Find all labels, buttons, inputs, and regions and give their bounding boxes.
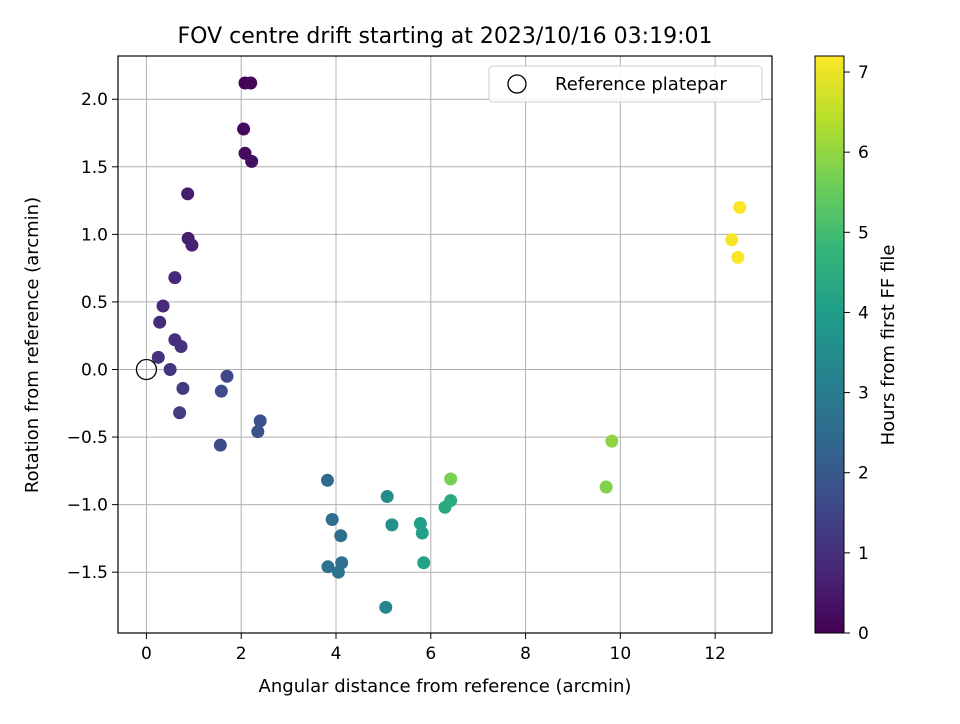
data-point	[321, 560, 335, 574]
legend-marker-open-circle	[507, 74, 527, 94]
data-point	[605, 434, 619, 448]
x-tick-label: 2	[236, 644, 247, 664]
legend-box	[488, 65, 763, 103]
x-tick-label: 10	[610, 644, 632, 664]
legend-label: Reference platepar	[555, 74, 727, 95]
colorbar-tick-label: 4	[858, 303, 869, 323]
data-point	[220, 369, 234, 383]
y-tick-label: −1.5	[67, 563, 108, 583]
colorbar-tick-label: 2	[858, 464, 869, 484]
y-tick-label: −0.5	[67, 428, 108, 448]
data-point	[725, 233, 739, 247]
y-tick-label: 0.5	[81, 293, 108, 313]
colorbar-gradient	[814, 55, 845, 634]
data-points	[151, 76, 747, 614]
data-point	[153, 315, 167, 329]
data-point	[181, 187, 195, 201]
data-point	[156, 299, 170, 313]
data-point	[733, 200, 747, 214]
x-tick-label: 0	[141, 644, 152, 664]
y-tick-label: 1.5	[81, 158, 108, 178]
data-point	[415, 526, 429, 540]
x-tick-label: 6	[425, 644, 436, 664]
data-point	[380, 490, 394, 504]
data-point	[379, 600, 393, 614]
y-axis-ticks: −1.5 −1.0 −0.5 0.0 0.5 1.0 1.5 2.0	[67, 90, 118, 583]
data-point	[168, 271, 182, 285]
colorbar-tick-label: 1	[858, 544, 869, 564]
data-point	[214, 384, 228, 398]
data-point	[444, 494, 458, 508]
data-point	[245, 154, 259, 168]
data-point	[174, 340, 188, 354]
data-point	[325, 512, 339, 526]
y-tick-label: 0.0	[81, 360, 108, 380]
legend: Reference platepar	[488, 65, 763, 103]
colorbar-tick-label: 6	[858, 143, 869, 163]
colorbar-tick-label: 3	[858, 384, 869, 404]
colorbar-tick-label: 0	[858, 624, 869, 644]
data-point	[251, 425, 265, 439]
y-tick-label: 1.0	[81, 225, 108, 245]
data-point	[237, 122, 251, 136]
x-axis-label: Angular distance from reference (arcmin)	[259, 676, 632, 697]
reference-point	[135, 358, 158, 381]
x-axis-ticks: 0 2 4 6 8 10 12	[141, 633, 726, 664]
data-point	[213, 438, 227, 452]
plot-area-frame	[117, 55, 773, 634]
data-point	[599, 480, 613, 494]
data-point	[173, 406, 187, 420]
data-point	[185, 238, 199, 252]
y-axis-label: Rotation from reference (arcmin)	[22, 197, 43, 493]
data-point	[163, 362, 177, 376]
data-point	[151, 350, 165, 364]
data-point	[176, 381, 190, 395]
colorbar-ticks: 0 1 2 3 4 5 6 7	[844, 63, 869, 644]
x-tick-label: 8	[520, 644, 531, 664]
data-point	[244, 76, 258, 90]
colorbar-tick-label: 5	[858, 223, 869, 243]
data-point	[444, 472, 458, 486]
grid-lines	[118, 56, 772, 633]
reference-marker	[135, 358, 158, 381]
data-point	[385, 518, 399, 532]
colorbar: 0 1 2 3 4 5 6 7 Hours from first FF file	[814, 55, 899, 644]
y-tick-label: 2.0	[81, 90, 108, 110]
colorbar-tick-label: 7	[858, 63, 869, 83]
y-tick-label: −1.0	[67, 496, 108, 516]
data-point	[417, 556, 431, 570]
data-point	[731, 250, 745, 264]
data-point	[334, 529, 348, 543]
colorbar-label: Hours from first FF file	[878, 245, 899, 446]
data-point	[320, 473, 334, 487]
data-point	[253, 414, 267, 428]
x-tick-label: 12	[704, 644, 726, 664]
chart-title: FOV centre drift starting at 2023/10/16 …	[178, 24, 713, 49]
x-tick-label: 4	[331, 644, 342, 664]
data-point	[331, 565, 345, 579]
